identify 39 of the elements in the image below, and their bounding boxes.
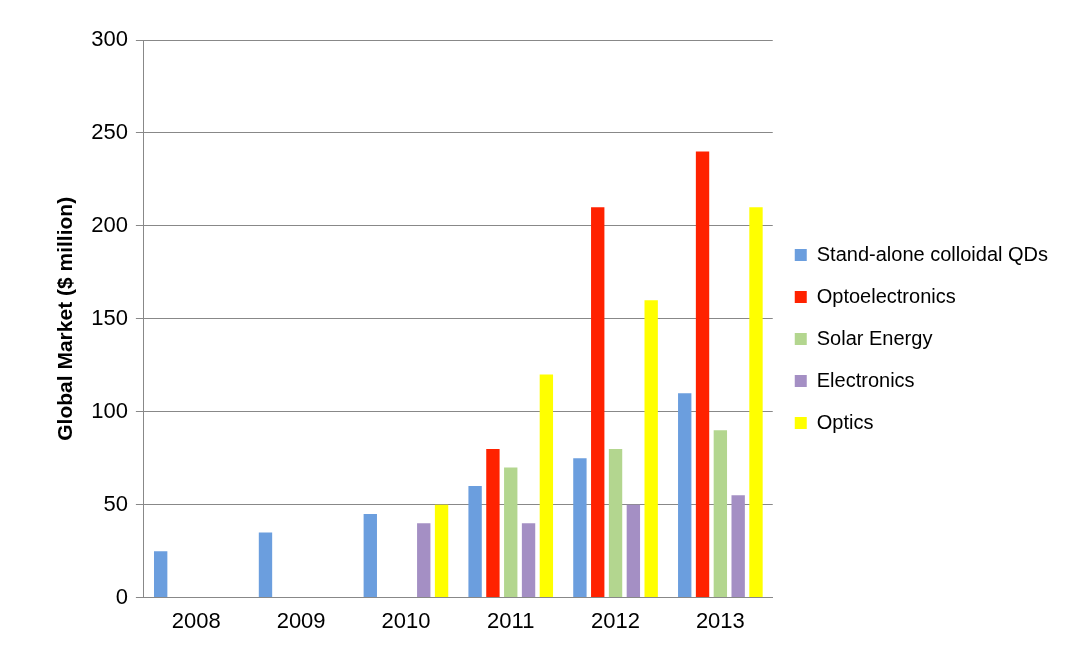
bar bbox=[749, 207, 763, 598]
bar bbox=[539, 374, 554, 598]
y-tick-label: 50 bbox=[103, 490, 128, 516]
bar bbox=[521, 523, 536, 598]
bar bbox=[417, 523, 431, 598]
x-tick-label: 2013 bbox=[695, 607, 745, 633]
bar bbox=[678, 393, 692, 598]
x-tick-label: 2008 bbox=[171, 607, 221, 633]
bar bbox=[434, 504, 449, 598]
bar bbox=[468, 486, 482, 598]
y-tick-label: 150 bbox=[91, 304, 128, 330]
legend-label: Stand-alone colloidal QDs bbox=[816, 242, 1049, 265]
y-tick-label: 300 bbox=[91, 26, 128, 52]
y-axis-title: Global Market ($ million) bbox=[53, 196, 77, 441]
bar bbox=[591, 207, 605, 598]
bar bbox=[695, 151, 710, 598]
bar bbox=[713, 430, 728, 598]
bar bbox=[258, 532, 273, 598]
bar bbox=[504, 467, 518, 598]
bar bbox=[486, 448, 500, 598]
y-tick-label: 100 bbox=[91, 397, 128, 423]
bar bbox=[608, 448, 623, 598]
x-tick-label: 2009 bbox=[276, 607, 326, 633]
y-tick-label: 250 bbox=[91, 119, 128, 144]
bar bbox=[153, 551, 168, 598]
bar bbox=[731, 495, 745, 598]
bar bbox=[573, 458, 587, 598]
bar bbox=[363, 513, 377, 598]
x-tick-label: 2012 bbox=[591, 607, 641, 633]
x-tick-label: 2010 bbox=[381, 607, 431, 633]
y-tick-label: 0 bbox=[115, 583, 128, 609]
legend-label: Solar Energy bbox=[816, 326, 933, 349]
y-tick-label: 200 bbox=[91, 211, 128, 237]
bar bbox=[644, 300, 658, 598]
legend-label: Optoelectronics bbox=[816, 284, 956, 307]
bar bbox=[626, 504, 641, 598]
legend-label: Electronics bbox=[816, 368, 915, 391]
x-tick-label: 2011 bbox=[487, 607, 535, 633]
legend-label: Optics bbox=[816, 410, 874, 433]
